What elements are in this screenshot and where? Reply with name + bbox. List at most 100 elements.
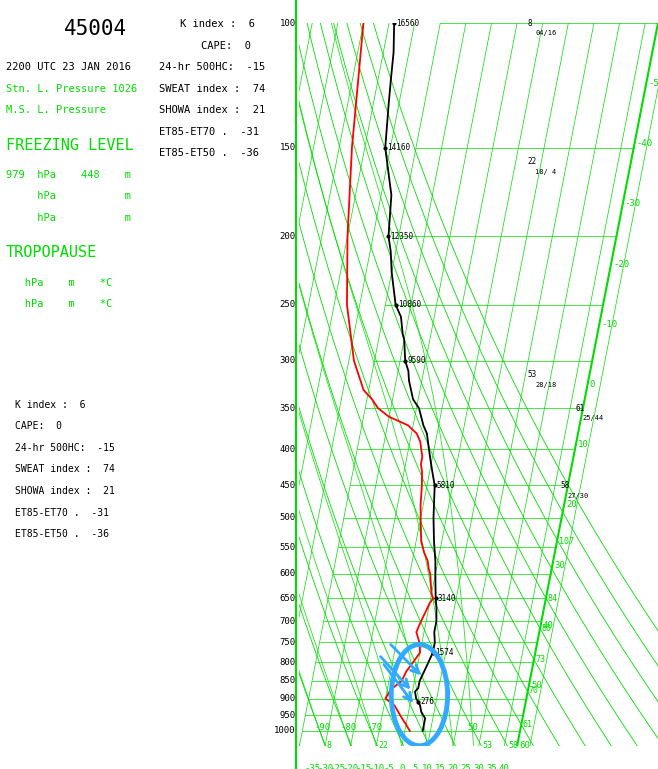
Text: 10860: 10860 <box>397 300 421 309</box>
Text: CAPE:  0: CAPE: 0 <box>15 421 62 431</box>
Text: 45004: 45004 <box>64 19 128 39</box>
Text: 14160: 14160 <box>388 143 411 152</box>
Text: SHOWA index :  21: SHOWA index : 21 <box>159 105 265 115</box>
Text: 700: 700 <box>280 617 295 626</box>
Text: 58: 58 <box>560 481 569 490</box>
Text: 30: 30 <box>555 561 565 570</box>
Text: 61: 61 <box>522 720 532 729</box>
Text: 250: 250 <box>280 300 295 309</box>
Text: 60: 60 <box>519 741 530 751</box>
Text: 750: 750 <box>280 638 295 647</box>
Text: FREEZING LEVEL: FREEZING LEVEL <box>6 138 134 153</box>
Text: -35: -35 <box>304 764 320 769</box>
Text: 2200 UTC 23 JAN 2016: 2200 UTC 23 JAN 2016 <box>6 62 131 72</box>
Text: 650: 650 <box>280 594 295 603</box>
Text: 3140: 3140 <box>438 594 456 603</box>
Text: SWEAT index :  74: SWEAT index : 74 <box>15 464 115 474</box>
Text: hPa           m: hPa m <box>6 191 131 201</box>
Text: hPa    m    *C: hPa m *C <box>6 299 113 309</box>
Text: -30: -30 <box>317 764 333 769</box>
Text: 800: 800 <box>280 657 295 667</box>
Text: -10: -10 <box>368 764 384 769</box>
Text: -30: -30 <box>625 199 641 208</box>
Text: 22: 22 <box>527 157 537 166</box>
Text: 40: 40 <box>543 621 553 630</box>
Text: 276: 276 <box>420 697 434 707</box>
Text: 0: 0 <box>590 380 595 389</box>
Text: M.S. L. Pressure: M.S. L. Pressure <box>6 105 106 115</box>
Text: 70: 70 <box>528 687 539 695</box>
Text: 20: 20 <box>447 764 459 769</box>
Text: 8: 8 <box>327 741 332 751</box>
Text: 27/30: 27/30 <box>568 493 589 498</box>
Text: hPa           m: hPa m <box>6 213 131 223</box>
Text: -20: -20 <box>613 259 629 268</box>
Text: 100: 100 <box>280 18 295 28</box>
Text: 450: 450 <box>280 481 295 490</box>
Text: 979  hPa    448    m: 979 hPa 448 m <box>6 170 131 180</box>
Text: 10: 10 <box>422 764 433 769</box>
Text: 04/16: 04/16 <box>535 30 556 36</box>
Text: -10: -10 <box>601 320 617 329</box>
Text: TROPOPAUSE: TROPOPAUSE <box>6 245 97 261</box>
Text: Stn. L. Pressure 1026: Stn. L. Pressure 1026 <box>6 84 138 94</box>
Text: 30: 30 <box>473 764 484 769</box>
Text: 53: 53 <box>527 371 537 379</box>
Text: 350: 350 <box>280 404 295 413</box>
Text: 16560: 16560 <box>396 18 419 28</box>
Text: 73: 73 <box>535 655 545 664</box>
Text: K index :  6: K index : 6 <box>180 19 255 29</box>
Text: 107: 107 <box>559 537 574 545</box>
Text: ET85-ET70 .  -31: ET85-ET70 . -31 <box>159 127 259 137</box>
Text: 22: 22 <box>379 741 389 751</box>
Text: -50: -50 <box>648 78 658 88</box>
Text: K index :  6: K index : 6 <box>15 400 86 410</box>
Text: ET85-ET50 .  -36: ET85-ET50 . -36 <box>159 148 259 158</box>
Text: 1000: 1000 <box>274 727 295 735</box>
Text: 12350: 12350 <box>391 231 414 241</box>
Text: 84: 84 <box>547 594 557 603</box>
Text: CAPE:  0: CAPE: 0 <box>201 41 251 51</box>
Text: 18/ 4: 18/ 4 <box>535 169 556 175</box>
Text: 10: 10 <box>578 440 589 449</box>
Text: hPa    m    *C: hPa m *C <box>6 278 113 288</box>
Text: 8: 8 <box>527 18 532 28</box>
Text: 200: 200 <box>280 231 295 241</box>
Text: 600: 600 <box>280 569 295 578</box>
Text: 400: 400 <box>280 444 295 454</box>
Text: 500: 500 <box>280 514 295 522</box>
Text: 1574: 1574 <box>435 648 453 657</box>
Text: 950: 950 <box>280 711 295 720</box>
Text: 50: 50 <box>468 723 478 731</box>
Text: ET85-ET50 .  -36: ET85-ET50 . -36 <box>15 529 109 539</box>
Text: 150: 150 <box>280 143 295 152</box>
Text: 58: 58 <box>509 741 519 751</box>
Text: -70: -70 <box>366 723 382 731</box>
Text: -20: -20 <box>343 764 359 769</box>
Text: 0: 0 <box>399 764 405 769</box>
Text: 15: 15 <box>435 764 445 769</box>
Text: -90: -90 <box>315 723 330 731</box>
Text: 900: 900 <box>280 694 295 703</box>
Text: 53: 53 <box>483 741 493 751</box>
Text: -40: -40 <box>636 139 653 148</box>
Text: 61: 61 <box>575 404 584 413</box>
Text: 35: 35 <box>486 764 497 769</box>
Text: 5810: 5810 <box>437 481 455 490</box>
Text: SHOWA index :  21: SHOWA index : 21 <box>15 486 115 496</box>
Text: 850: 850 <box>280 677 295 685</box>
Text: 24-hr 500HC:  -15: 24-hr 500HC: -15 <box>15 443 115 453</box>
Text: SWEAT index :  74: SWEAT index : 74 <box>159 84 265 94</box>
Text: 550: 550 <box>280 543 295 551</box>
Text: 20: 20 <box>566 501 577 510</box>
Text: 25/44: 25/44 <box>583 415 604 421</box>
Text: 5: 5 <box>412 764 417 769</box>
Text: 28/18: 28/18 <box>535 382 556 388</box>
Text: 40: 40 <box>499 764 510 769</box>
Text: -25: -25 <box>330 764 346 769</box>
Text: 25: 25 <box>461 764 471 769</box>
Text: -5: -5 <box>384 764 394 769</box>
Text: 80: 80 <box>541 624 551 633</box>
Text: 300: 300 <box>280 356 295 365</box>
Text: 9590: 9590 <box>407 356 426 365</box>
